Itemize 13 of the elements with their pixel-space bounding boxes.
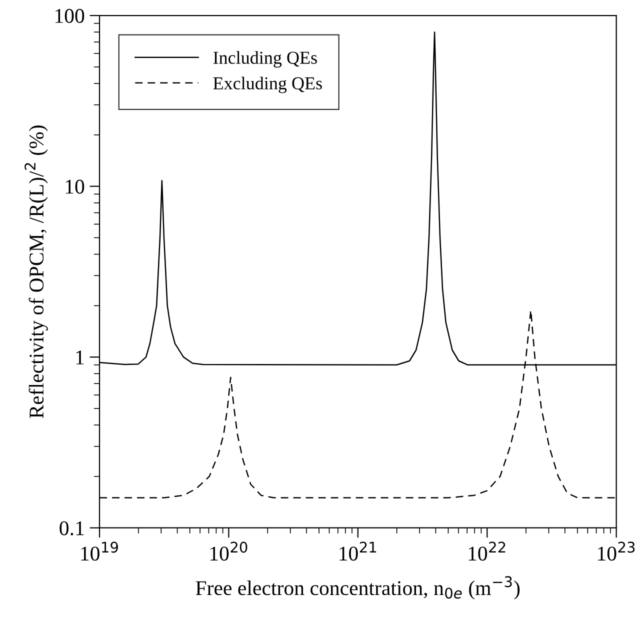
x-tick-label: 10$^{23}$	[598, 542, 635, 561]
x-tick-label: 10$^{21}$	[340, 542, 376, 561]
legend-label: Including QEs	[213, 51, 317, 68]
x-tick-label: 10$^{22}$	[468, 542, 506, 561]
y-tick-label: 10	[66, 180, 84, 194]
x-tick-label: 10$^{19}$	[81, 542, 118, 561]
x-axis-title: Free electron concentration, n$_{0e}$ (m$^{−3}$)	[196, 576, 520, 600]
y-tick-label: 1	[76, 350, 84, 364]
y-axis-title: Reflectivity of OPCM, /R(L)/$^{2}$ (%)	[24, 126, 48, 418]
y-tick-label: 100	[56, 8, 84, 23]
y-tick-label: 0.1	[60, 521, 84, 536]
legend-label: Excluding QEs	[213, 76, 322, 94]
x-tick-label: 10$^{20}$	[210, 542, 248, 561]
